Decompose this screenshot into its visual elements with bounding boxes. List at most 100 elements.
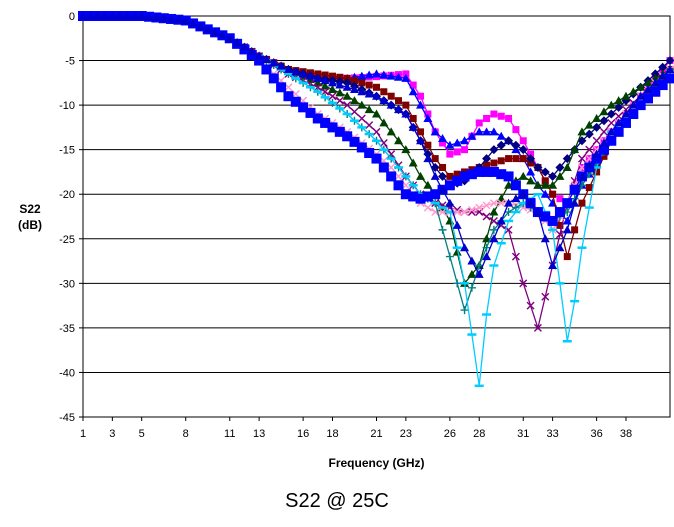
data-point bbox=[489, 127, 499, 136]
x-tick-label: 28 bbox=[473, 428, 485, 440]
data-point bbox=[181, 15, 191, 24]
data-point bbox=[489, 145, 499, 155]
series-line bbox=[83, 15, 671, 222]
data-point bbox=[321, 87, 330, 96]
data-point bbox=[460, 208, 469, 217]
data-point bbox=[512, 126, 520, 134]
data-point bbox=[540, 189, 550, 198]
data-point bbox=[387, 163, 396, 172]
data-point bbox=[430, 171, 440, 180]
data-point bbox=[291, 89, 300, 98]
data-point bbox=[151, 12, 161, 21]
data-point bbox=[408, 158, 418, 167]
data-point bbox=[438, 171, 448, 181]
data-point bbox=[577, 127, 587, 136]
data-point bbox=[408, 87, 418, 96]
series-2 bbox=[78, 11, 674, 225]
data-point bbox=[658, 71, 668, 80]
data-point bbox=[386, 127, 396, 136]
data-point bbox=[519, 137, 527, 145]
data-point bbox=[313, 73, 323, 82]
data-point bbox=[423, 113, 433, 122]
data-point bbox=[445, 252, 454, 261]
data-point bbox=[511, 194, 521, 203]
data-point bbox=[585, 145, 594, 154]
data-point bbox=[327, 78, 337, 87]
x-tick-label: 5 bbox=[139, 428, 145, 440]
x-tick-label: 13 bbox=[253, 428, 265, 440]
data-point bbox=[394, 172, 403, 181]
data-point bbox=[417, 92, 425, 100]
data-point bbox=[482, 201, 491, 210]
data-point bbox=[446, 172, 454, 180]
data-point bbox=[554, 207, 565, 218]
data-point bbox=[460, 243, 470, 252]
y-tick-label: -10 bbox=[59, 100, 75, 112]
data-point bbox=[592, 122, 602, 132]
data-point bbox=[497, 112, 505, 120]
data-point bbox=[650, 78, 660, 87]
data-point bbox=[305, 107, 316, 118]
data-point bbox=[452, 175, 463, 186]
data-point bbox=[122, 11, 132, 20]
data-point bbox=[489, 199, 498, 208]
data-point bbox=[364, 70, 374, 79]
data-point bbox=[563, 253, 571, 261]
data-point bbox=[592, 149, 602, 158]
data-point bbox=[474, 127, 484, 136]
data-point bbox=[365, 121, 374, 130]
data-point bbox=[497, 157, 505, 165]
data-point bbox=[416, 171, 426, 180]
data-point bbox=[467, 131, 477, 140]
data-point bbox=[356, 142, 367, 153]
data-point bbox=[505, 155, 513, 163]
data-point bbox=[490, 159, 498, 167]
data-point bbox=[401, 73, 411, 82]
data-point bbox=[439, 163, 447, 171]
data-point bbox=[254, 55, 265, 66]
y-tick-label: 0 bbox=[69, 11, 75, 23]
data-point bbox=[402, 101, 410, 109]
data-point bbox=[283, 64, 293, 73]
data-point bbox=[334, 126, 345, 137]
data-point bbox=[547, 215, 558, 226]
data-point bbox=[129, 11, 139, 20]
data-point bbox=[620, 117, 631, 128]
data-point bbox=[422, 191, 433, 202]
data-point bbox=[526, 154, 536, 164]
data-point bbox=[489, 234, 499, 243]
data-point bbox=[549, 190, 557, 198]
data-point bbox=[423, 154, 433, 163]
data-point bbox=[166, 14, 176, 23]
data-point bbox=[394, 72, 404, 81]
data-point bbox=[327, 85, 337, 94]
data-point bbox=[503, 171, 514, 182]
y-tick-label: -35 bbox=[59, 323, 75, 335]
data-point bbox=[416, 100, 426, 109]
data-point bbox=[474, 166, 485, 177]
data-point bbox=[380, 88, 388, 96]
x-tick-label: 11 bbox=[224, 428, 235, 440]
data-point bbox=[657, 80, 668, 91]
data-point bbox=[453, 279, 462, 288]
data-point bbox=[665, 56, 674, 66]
data-point bbox=[635, 100, 646, 111]
data-point bbox=[482, 212, 491, 221]
data-point bbox=[643, 85, 653, 94]
data-point bbox=[444, 180, 455, 191]
y-tick-label: -15 bbox=[59, 145, 75, 157]
data-point bbox=[312, 113, 323, 124]
data-point bbox=[636, 91, 646, 100]
data-point bbox=[496, 131, 506, 140]
data-point bbox=[342, 131, 353, 142]
data-point bbox=[526, 176, 536, 185]
x-tick-label: 16 bbox=[297, 428, 309, 440]
data-point bbox=[371, 153, 382, 164]
data-point bbox=[482, 127, 492, 136]
data-point bbox=[453, 148, 461, 156]
x-tick-label: 33 bbox=[546, 428, 558, 440]
data-point bbox=[298, 102, 309, 113]
data-point bbox=[107, 11, 117, 20]
data-point bbox=[438, 185, 448, 194]
data-point bbox=[577, 154, 586, 163]
